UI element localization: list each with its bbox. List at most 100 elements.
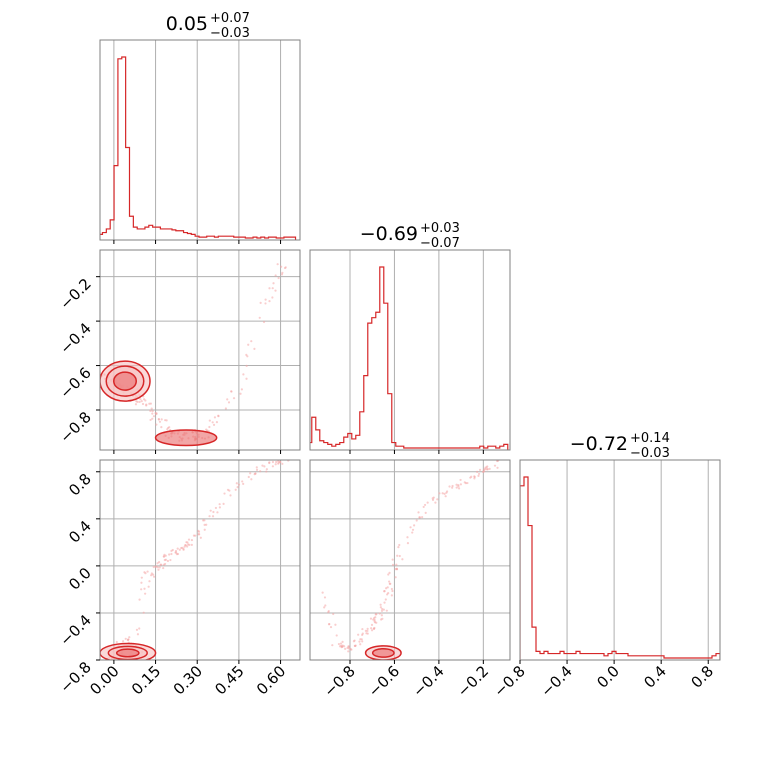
scatter-point-1-0-114 bbox=[208, 425, 211, 429]
scatter-point-1-0-65 bbox=[151, 412, 154, 415]
scatter-point-1-0-59 bbox=[149, 402, 153, 405]
scatter-point-2-0-45 bbox=[135, 628, 139, 631]
scatter-point-2-1-5 bbox=[486, 465, 489, 468]
scatter-point-2-1-94 bbox=[383, 589, 386, 593]
frame-1-1 bbox=[309, 249, 511, 451]
scatter-point-1-0-136 bbox=[213, 416, 217, 419]
scatter-point-2-0-100 bbox=[190, 543, 193, 546]
scatter-point-2-0-56 bbox=[152, 565, 155, 569]
scatter-point-1-0-150 bbox=[245, 377, 248, 380]
scatter-point-2-1-77 bbox=[388, 580, 391, 583]
xtick-label-p0-0: 0.00 bbox=[86, 662, 122, 698]
scatter-point-2-0-122 bbox=[203, 523, 206, 526]
scatter-point-2-1-14 bbox=[482, 470, 485, 474]
contour-1-0-0-2 bbox=[113, 371, 137, 391]
scatter-point-2-1-17 bbox=[477, 474, 480, 477]
ytick-label-p1-1: −0.4 bbox=[56, 319, 94, 357]
scatter-point-2-1-64 bbox=[398, 543, 401, 547]
scatter-point-2-1-85 bbox=[382, 608, 385, 611]
scatter-point-2-0-140 bbox=[255, 468, 259, 471]
xtick-label-p2-1: −0.4 bbox=[537, 662, 575, 700]
scatter-point-2-1-7 bbox=[493, 464, 497, 467]
scatter-point-2-0-77 bbox=[168, 553, 171, 556]
scatter-point-2-1-88 bbox=[383, 601, 386, 604]
scatter-point-2-1-106 bbox=[373, 621, 377, 624]
scatter-point-2-0-120 bbox=[199, 536, 202, 539]
scatter-point-1-0-133 bbox=[239, 392, 242, 395]
scatter-point-2-1-20 bbox=[469, 476, 472, 479]
scatter-point-2-0-137 bbox=[214, 506, 218, 510]
scatter-point-2-1-154 bbox=[331, 644, 334, 647]
scatter-point-2-1-65 bbox=[411, 528, 415, 531]
scatter-point-1-0-61 bbox=[152, 415, 156, 418]
scatter-point-2-1-98 bbox=[369, 617, 373, 620]
scatter-point-2-1-143 bbox=[346, 646, 349, 650]
scatter-point-2-1-135 bbox=[361, 633, 364, 637]
scatter-point-2-1-93 bbox=[379, 606, 382, 609]
scatter-point-1-0-126 bbox=[206, 429, 209, 432]
scatter-point-2-0-88 bbox=[178, 548, 181, 551]
scatter-point-2-1-62 bbox=[391, 558, 394, 561]
scatter-point-1-0-131 bbox=[217, 414, 220, 417]
scatter-point-1-0-135 bbox=[230, 390, 233, 393]
scatter-point-1-0-137 bbox=[227, 401, 231, 404]
scatter-point-2-1-114 bbox=[370, 627, 373, 630]
scatter-point-2-1-162 bbox=[323, 606, 326, 609]
scatter-point-2-0-71 bbox=[159, 563, 162, 566]
scatter-point-2-1-71 bbox=[390, 587, 393, 591]
scatter-point-2-0-85 bbox=[176, 547, 179, 550]
scatter-point-2-1-167 bbox=[324, 604, 327, 607]
scatter-point-2-1-12 bbox=[496, 466, 499, 469]
scatter-point-2-1-73 bbox=[394, 576, 397, 579]
scatter-point-1-0-66 bbox=[155, 412, 158, 416]
scatter-point-2-1-63 bbox=[391, 563, 395, 566]
xtick-label-p2-2: 0.0 bbox=[593, 662, 623, 692]
title-p2: −0.72 +0.14−0.03 bbox=[570, 431, 670, 461]
scatter-point-2-0-139 bbox=[218, 503, 221, 506]
xtick-label-p1-1: −0.4 bbox=[409, 662, 447, 700]
scatter-point-2-1-26 bbox=[463, 481, 466, 484]
scatter-point-1-0-127 bbox=[232, 397, 236, 400]
scatter-point-2-1-86 bbox=[384, 598, 387, 601]
scatter-point-2-1-82 bbox=[389, 582, 392, 585]
scatter-point-1-0-155 bbox=[277, 276, 280, 280]
scatter-point-1-0-79 bbox=[160, 425, 163, 429]
scatter-point-2-1-46 bbox=[418, 516, 422, 519]
scatter-point-2-0-73 bbox=[156, 562, 159, 565]
scatter-point-2-0-83 bbox=[169, 558, 172, 562]
scatter-point-2-1-9 bbox=[484, 466, 487, 469]
scatter-point-2-1-133 bbox=[361, 640, 364, 643]
scatter-point-2-1-159 bbox=[327, 610, 330, 613]
scatter-point-2-0-82 bbox=[166, 559, 170, 563]
scatter-point-2-1-97 bbox=[391, 589, 394, 593]
scatter-point-1-0-147 bbox=[242, 373, 245, 376]
ytick-label-p1-3: −0.8 bbox=[56, 408, 94, 446]
scatter-point-2-1-108 bbox=[373, 616, 376, 620]
scatter-point-2-0-48 bbox=[148, 580, 151, 583]
title-value-2: −0.72 bbox=[570, 433, 628, 455]
scatter-point-2-1-147 bbox=[339, 642, 343, 645]
title-minus-1: −0.07 bbox=[420, 236, 460, 251]
scatter-point-2-1-123 bbox=[366, 627, 369, 631]
scatter-point-2-1-83 bbox=[385, 587, 388, 590]
scatter-point-2-1-45 bbox=[423, 503, 427, 507]
scatter-point-2-0-149 bbox=[261, 464, 264, 467]
scatter-point-2-1-161 bbox=[337, 642, 341, 646]
scatter-point-2-0-25 bbox=[121, 640, 125, 643]
scatter-point-2-1-152 bbox=[347, 645, 350, 648]
scatter-point-2-0-16 bbox=[115, 640, 118, 644]
scatter-point-2-1-40 bbox=[443, 492, 446, 495]
scatter-point-1-0-148 bbox=[245, 364, 248, 367]
scatter-point-1-0-71 bbox=[160, 418, 163, 421]
scatter-point-1-0-160 bbox=[284, 266, 287, 269]
scatter-point-2-0-131 bbox=[222, 502, 225, 506]
scatter-point-1-0-164 bbox=[272, 282, 275, 285]
scatter-point-2-1-115 bbox=[373, 626, 376, 630]
scatter-point-2-1-164 bbox=[335, 634, 338, 637]
scatter-point-2-0-145 bbox=[265, 470, 268, 473]
xtick-label-p2-4: 0.8 bbox=[687, 662, 717, 692]
scatter-point-2-0-92 bbox=[171, 548, 174, 552]
scatter-point-2-1-67 bbox=[406, 536, 409, 539]
histogram-1-step bbox=[310, 266, 509, 450]
